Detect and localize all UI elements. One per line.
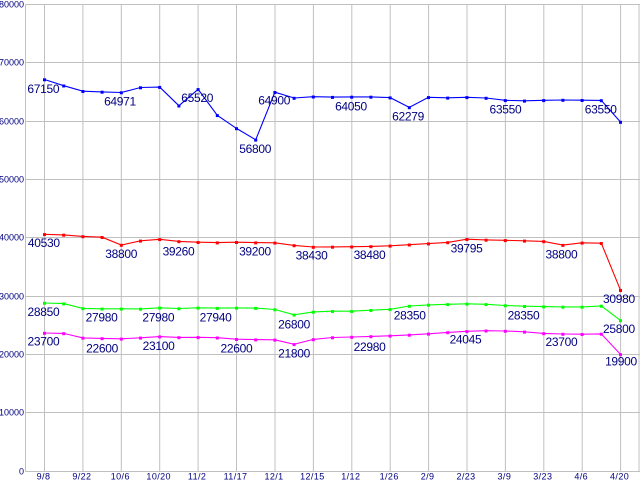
svg-text:38480: 38480 [354,248,386,262]
svg-text:60000: 60000 [0,117,24,127]
svg-text:24045: 24045 [450,333,482,347]
svg-text:12/15: 12/15 [300,472,325,480]
svg-text:64050: 64050 [335,100,367,114]
svg-text:19900: 19900 [605,355,637,369]
svg-text:30980: 30980 [603,292,635,306]
svg-text:30000: 30000 [0,292,24,302]
svg-text:28350: 28350 [394,309,426,323]
svg-text:39260: 39260 [163,245,195,259]
svg-text:22980: 22980 [354,340,386,354]
svg-text:27980: 27980 [86,311,118,325]
svg-text:1/12: 1/12 [341,472,360,480]
svg-text:65520: 65520 [181,91,213,105]
svg-text:9/8: 9/8 [37,472,51,480]
svg-text:23700: 23700 [545,335,577,349]
svg-text:39200: 39200 [239,245,271,259]
svg-text:28850: 28850 [27,305,59,319]
svg-text:3/9: 3/9 [498,472,512,480]
svg-text:38800: 38800 [105,247,137,261]
svg-text:10000: 10000 [0,408,24,418]
svg-text:25800: 25800 [603,322,635,336]
svg-text:9/22: 9/22 [72,472,91,480]
svg-text:56800: 56800 [239,142,271,156]
svg-text:27980: 27980 [142,311,174,325]
svg-text:38800: 38800 [545,248,577,262]
svg-text:38430: 38430 [296,249,328,263]
svg-text:23700: 23700 [27,335,59,349]
svg-text:64900: 64900 [258,94,290,108]
svg-text:0: 0 [19,467,24,477]
svg-text:62279: 62279 [392,110,424,124]
svg-text:40530: 40530 [28,236,60,250]
svg-text:1/26: 1/26 [380,472,399,480]
svg-text:2/9: 2/9 [421,472,435,480]
svg-text:70000: 70000 [0,58,24,68]
svg-text:28350: 28350 [508,309,540,323]
svg-text:40000: 40000 [0,233,24,243]
svg-text:4/6: 4/6 [574,472,588,480]
svg-text:80000: 80000 [0,0,24,10]
svg-text:11/17: 11/17 [224,472,248,480]
svg-text:26800: 26800 [278,318,310,332]
svg-text:63550: 63550 [489,103,521,117]
svg-text:12/1: 12/1 [264,472,283,480]
svg-text:11/2: 11/2 [188,472,206,480]
svg-text:2/23: 2/23 [456,472,475,480]
svg-text:27940: 27940 [200,311,232,325]
svg-text:67150: 67150 [27,82,59,96]
svg-text:23100: 23100 [143,339,175,353]
svg-text:22600: 22600 [220,342,252,356]
svg-text:20000: 20000 [0,350,24,360]
svg-text:64971: 64971 [104,95,136,109]
svg-text:10/6: 10/6 [111,472,130,480]
svg-text:21800: 21800 [278,347,310,361]
svg-text:22600: 22600 [86,342,118,356]
svg-text:50000: 50000 [0,175,24,185]
svg-text:3/23: 3/23 [533,472,552,480]
svg-text:4/20: 4/20 [610,472,629,480]
svg-text:10/20: 10/20 [146,472,171,480]
svg-text:39795: 39795 [451,242,483,256]
svg-text:63550: 63550 [585,103,617,117]
